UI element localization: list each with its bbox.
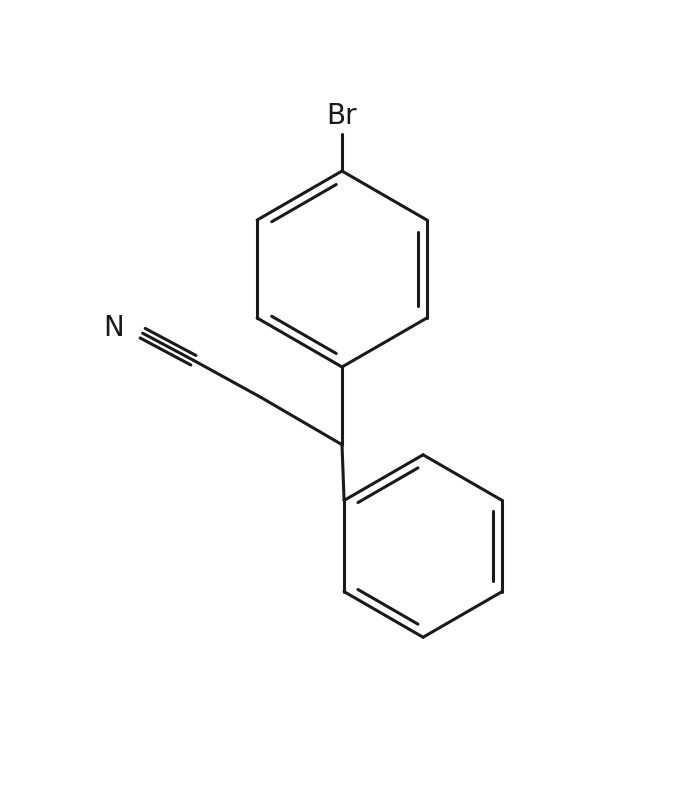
Text: N: N bbox=[103, 314, 124, 342]
Text: Br: Br bbox=[327, 102, 357, 131]
